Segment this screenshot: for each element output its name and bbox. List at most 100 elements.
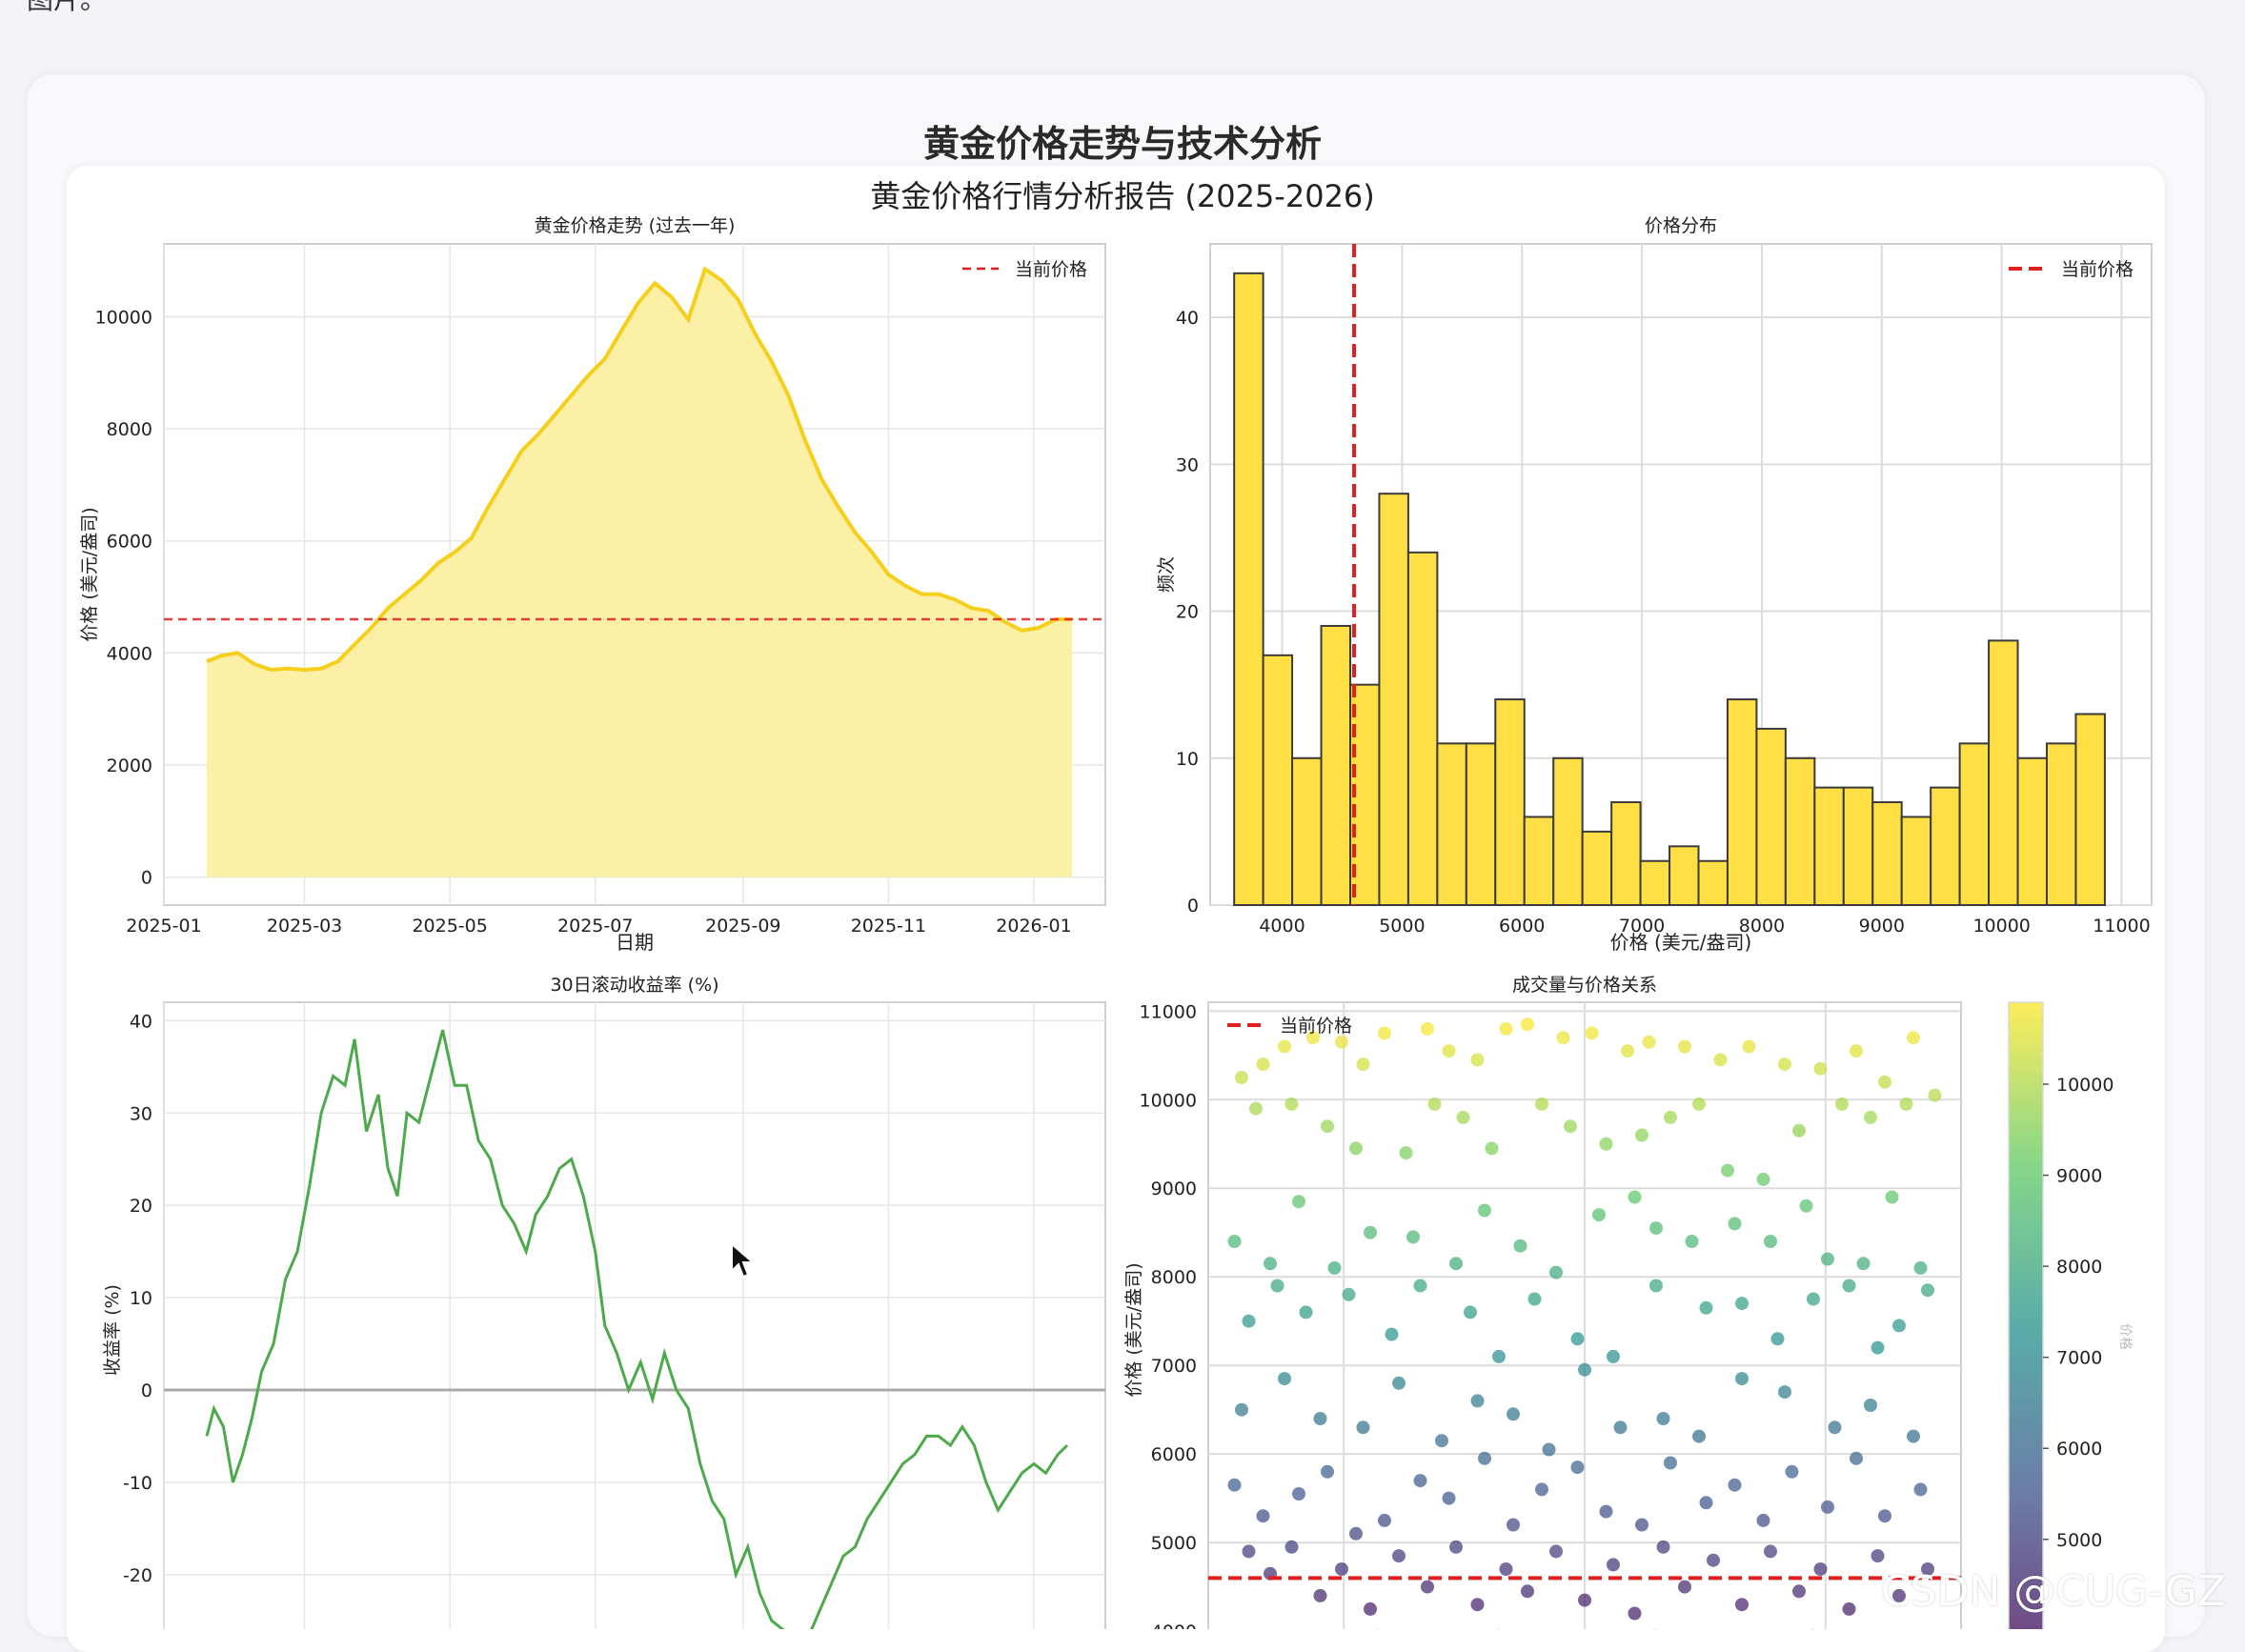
scatter-point	[1757, 1514, 1770, 1527]
scatter-point	[1692, 1430, 1706, 1443]
scatter-point	[1400, 1146, 1413, 1159]
scatter-point	[1457, 1111, 1470, 1124]
scatter-point	[1850, 1044, 1863, 1058]
scatter-point	[1678, 1040, 1691, 1054]
scatter-point	[1549, 1266, 1563, 1279]
scatter-point	[1314, 1412, 1327, 1425]
histogram-bar	[2018, 758, 2047, 905]
y-tick-label: 9000	[1151, 1179, 1197, 1199]
scatter-point	[1878, 1076, 1891, 1089]
colorbar-label: 价格	[2117, 1323, 2133, 1350]
x-tick-label: 10000	[1972, 916, 2030, 937]
scatter-point	[1257, 1509, 1270, 1522]
scatter-point	[1729, 1479, 1742, 1492]
scatter-point	[1743, 1040, 1756, 1054]
y-tick-label: 11000	[1140, 1001, 1197, 1022]
rolling-return-title: 30日滚动收益率 (%)	[550, 975, 718, 996]
colorbar-tick-label: 7000	[2056, 1348, 2102, 1369]
scatter-point	[1757, 1173, 1770, 1186]
scatter-point	[1543, 1443, 1556, 1457]
histogram-bar	[1583, 832, 1611, 905]
scatter-point	[1492, 1350, 1506, 1363]
scatter-point	[1635, 1519, 1648, 1532]
scatter-point	[1435, 1434, 1448, 1447]
histogram-bar	[1728, 699, 1756, 905]
scatter-point	[1835, 1098, 1849, 1111]
histogram-bar	[2075, 715, 2104, 905]
y-tick-label: 6000	[1151, 1444, 1197, 1465]
histogram-bar	[1611, 802, 1640, 905]
scatter-point	[1486, 1141, 1499, 1155]
histogram-bar	[1844, 788, 1872, 905]
scatter-point	[1607, 1558, 1620, 1571]
scatter-point	[1878, 1509, 1891, 1522]
scatter-point	[1786, 1465, 1799, 1479]
scatter-point	[1449, 1541, 1463, 1554]
histogram-bar	[2047, 743, 2075, 905]
scatter-point	[1735, 1297, 1749, 1310]
scatter-point	[1571, 1332, 1585, 1345]
y-tick-label: 7000	[1151, 1356, 1197, 1377]
histogram-bar	[1466, 743, 1495, 905]
scatter-point	[1428, 1098, 1442, 1111]
x-tick-label: 2025-05	[412, 916, 487, 937]
scatter-point	[1349, 1527, 1363, 1541]
scatter-point	[1357, 1058, 1370, 1071]
scatter-point	[1843, 1602, 1856, 1616]
scatter-point	[1349, 1141, 1363, 1155]
y-axis-label: 价格 (美元/盎司)	[1123, 1262, 1144, 1397]
scatter-point	[1814, 1562, 1828, 1576]
scatter-point	[1278, 1040, 1291, 1054]
histogram-bar	[1408, 553, 1437, 905]
scatter-point	[1521, 1584, 1534, 1598]
y-tick-label: 40	[130, 1011, 152, 1032]
scatter-point	[1607, 1350, 1620, 1363]
colorbar-tick-label: 9000	[2056, 1166, 2102, 1187]
scatter-point	[1571, 1461, 1585, 1474]
scatter-point	[1686, 1235, 1699, 1248]
histogram-bar	[1292, 758, 1321, 905]
scatter-point	[1800, 1199, 1813, 1213]
y-tick-label: 4000	[107, 643, 152, 664]
scatter-point	[1821, 1501, 1834, 1514]
scatter-point	[1914, 1482, 1928, 1496]
scatter-point	[1471, 1598, 1485, 1611]
scatter-point	[1664, 1457, 1677, 1470]
scatter-point	[1764, 1544, 1777, 1558]
scatter-point	[1564, 1119, 1577, 1133]
scatter-point	[1507, 1519, 1520, 1532]
scatter-point	[1392, 1549, 1406, 1562]
colorbar-tick-label: 6000	[2056, 1439, 2102, 1460]
scatter-point	[1249, 1102, 1263, 1116]
y-tick-label: 6000	[107, 532, 152, 553]
histogram-bar	[1902, 816, 1931, 905]
scatter-point	[1328, 1261, 1342, 1275]
scatter-point	[1514, 1239, 1527, 1253]
x-axis-label: 价格 (美元/盎司)	[1610, 931, 1752, 954]
scatter-point	[1385, 1328, 1399, 1341]
scatter-point	[1464, 1305, 1477, 1319]
volume-price-title: 成交量与价格关系	[1512, 975, 1657, 996]
scatter-point	[1421, 1581, 1434, 1594]
scatter-point	[1886, 1191, 1899, 1204]
scatter-point	[1829, 1420, 1842, 1434]
scatter-point	[1657, 1541, 1670, 1554]
scatter-point	[1378, 1514, 1391, 1527]
scatter-point	[1271, 1279, 1284, 1293]
scatter-point	[1857, 1257, 1871, 1270]
scatter-point	[1814, 1062, 1828, 1076]
scatter-point	[1864, 1111, 1877, 1124]
colorbar	[2009, 1002, 2043, 1629]
watermark: CSDN @CUG-GZ	[1881, 1567, 2226, 1616]
scatter-point	[1471, 1394, 1485, 1407]
scatter-point	[1535, 1482, 1548, 1496]
scatter-point	[1228, 1479, 1242, 1492]
scatter-point	[1535, 1098, 1548, 1111]
x-tick-label: 5000	[1379, 916, 1425, 937]
scatter-point	[1521, 1017, 1534, 1031]
histogram-bar	[1495, 699, 1524, 905]
scatter-point	[1914, 1261, 1928, 1275]
scatter-point	[1900, 1098, 1913, 1111]
scatter-point	[1285, 1541, 1299, 1554]
scatter-point	[1692, 1098, 1706, 1111]
